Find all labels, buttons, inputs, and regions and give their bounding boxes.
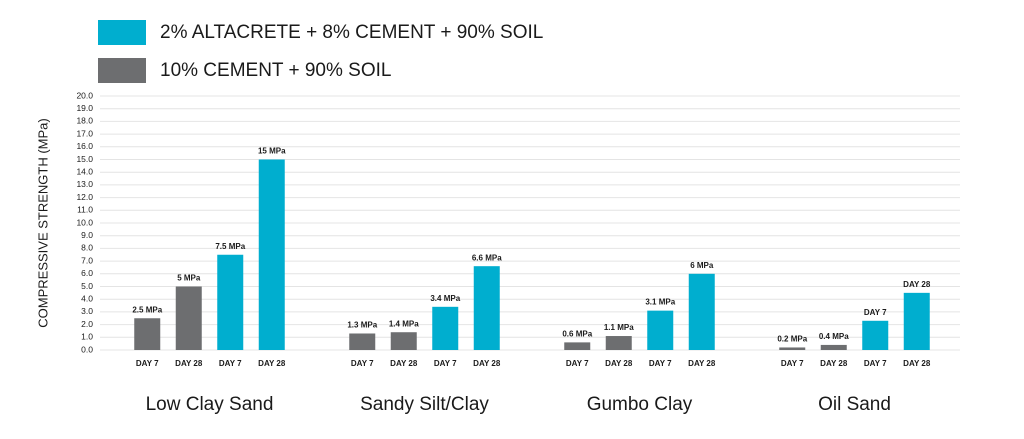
- bar-label: DAY 7: [649, 359, 672, 368]
- bar: [390, 332, 417, 350]
- value-label: 5 MPa: [177, 274, 201, 283]
- y-tick-label: 5.0: [81, 281, 93, 291]
- bar: [820, 344, 847, 350]
- y-tick-label: 19.0: [76, 103, 93, 113]
- bar: [647, 310, 674, 350]
- y-tick-label: 3.0: [81, 306, 93, 316]
- value-label: 2.5 MPa: [132, 305, 162, 314]
- legend-swatch: [98, 58, 146, 83]
- bar: [258, 159, 285, 350]
- y-tick-label: 14.0: [76, 166, 93, 176]
- y-tick-label: 17.0: [76, 128, 93, 138]
- legend-label: 10% CEMENT + 90% SOIL: [160, 60, 391, 81]
- bar-label: DAY 28: [820, 359, 848, 368]
- bar-label: DAY 7: [566, 359, 589, 368]
- y-tick-label: 8.0: [81, 243, 93, 253]
- bar: [349, 333, 376, 350]
- bar-label: DAY 28: [390, 359, 418, 368]
- value-label: 0.6 MPa: [562, 329, 592, 338]
- y-tick-label: 1.0: [81, 332, 93, 342]
- value-label: 6 MPa: [690, 261, 714, 270]
- value-label: DAY 7: [864, 308, 887, 317]
- y-tick-label: 16.0: [76, 141, 93, 151]
- value-label: 0.2 MPa: [777, 335, 807, 344]
- bar: [217, 254, 244, 350]
- value-label: 3.4 MPa: [430, 294, 460, 303]
- y-tick-label: 11.0: [77, 205, 93, 215]
- y-tick-label: 15.0: [76, 154, 93, 164]
- y-tick-label: 20.0: [76, 90, 93, 100]
- bar-label: DAY 7: [136, 359, 159, 368]
- category-label: Oil Sand: [818, 394, 891, 415]
- value-label: DAY 28: [903, 280, 931, 289]
- value-label: 15 MPa: [258, 147, 286, 156]
- value-label: 1.4 MPa: [389, 319, 419, 328]
- value-label: 1.3 MPa: [347, 321, 377, 330]
- value-label: 6.6 MPa: [472, 253, 502, 262]
- legend-label: 2% ALTACRETE + 8% CEMENT + 90% SOIL: [160, 22, 543, 43]
- value-label: 0.4 MPa: [819, 332, 849, 341]
- y-tick-label: 10.0: [76, 217, 93, 227]
- y-tick-label: 6.0: [81, 268, 93, 278]
- y-tick-label: 9.0: [81, 230, 93, 240]
- category-label: Low Clay Sand: [146, 394, 274, 415]
- y-axis-label: COMPRESSIVE STRENGTH (MPa): [35, 118, 50, 327]
- y-tick-label: 12.0: [76, 192, 93, 202]
- y-tick-label: 4.0: [81, 293, 93, 303]
- bar-label: DAY 7: [219, 359, 242, 368]
- bar-label: DAY 28: [473, 359, 501, 368]
- value-label: 3.1 MPa: [645, 298, 675, 307]
- bar-label: DAY 7: [864, 359, 887, 368]
- bar-label: DAY 28: [605, 359, 633, 368]
- bar: [134, 318, 161, 350]
- bar-label: DAY 28: [903, 359, 931, 368]
- category-label: Sandy Silt/Clay: [360, 394, 489, 415]
- y-tick-label: 13.0: [76, 179, 93, 189]
- bar: [473, 266, 500, 350]
- bar: [175, 286, 202, 350]
- y-tick-label: 0.0: [81, 344, 93, 354]
- bar: [903, 292, 930, 350]
- bar-label: DAY 28: [175, 359, 203, 368]
- value-label: 7.5 MPa: [215, 242, 245, 251]
- bar-label: DAY 28: [688, 359, 716, 368]
- bar: [688, 273, 715, 350]
- bar: [779, 347, 806, 350]
- category-label: Gumbo Clay: [587, 394, 693, 415]
- bar: [605, 336, 632, 350]
- legend-swatch: [98, 20, 146, 45]
- bar-label: DAY 7: [351, 359, 374, 368]
- bar: [862, 320, 889, 350]
- bar-label: DAY 28: [258, 359, 286, 368]
- bar: [564, 342, 591, 350]
- bar-label: DAY 7: [781, 359, 804, 368]
- bar: [432, 306, 459, 350]
- y-tick-label: 2.0: [81, 319, 93, 329]
- y-tick-label: 7.0: [81, 255, 93, 265]
- bar-label: DAY 7: [434, 359, 457, 368]
- value-label: 1.1 MPa: [604, 323, 634, 332]
- y-tick-label: 18.0: [76, 116, 93, 126]
